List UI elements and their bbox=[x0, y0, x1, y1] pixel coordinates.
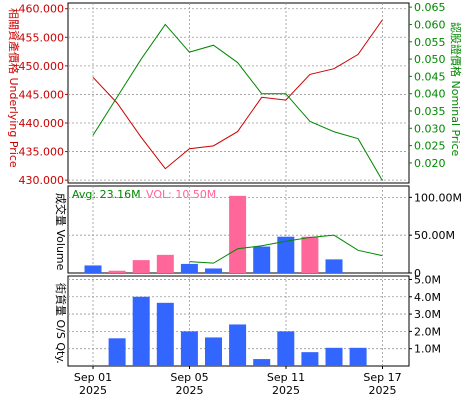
x-tick-year-label: 2025 bbox=[176, 384, 204, 397]
underlying-price-axis-label: 相關資產價格 Underlying Price bbox=[7, 8, 21, 168]
underlying-price-tick-label: 460.000 bbox=[19, 3, 65, 16]
nominal-price-tick-label: 0.065 bbox=[414, 1, 446, 14]
os-qty-tick-label: 2.0M bbox=[414, 325, 441, 338]
volume-bar bbox=[180, 263, 198, 273]
os-qty-tick-label: 4.0M bbox=[414, 291, 441, 304]
os-qty-axis-label: 街貨量 O/S Qty. bbox=[54, 283, 68, 364]
volume-tick-label: 50.00M bbox=[414, 229, 455, 242]
os-qty-bar bbox=[253, 359, 271, 366]
os-qty-bar bbox=[108, 338, 126, 366]
underlying-price-tick-label: 435.000 bbox=[19, 146, 65, 159]
volume-bar bbox=[277, 236, 295, 273]
volume-average-label: Avg: 23.16M bbox=[72, 188, 141, 201]
volume-bar bbox=[132, 260, 150, 273]
nominal-price-tick-label: 0.045 bbox=[414, 70, 446, 83]
nominal-price-axis-label: 認股證價格 Nominal Price bbox=[449, 22, 463, 157]
nominal-price-tick-label: 0.055 bbox=[414, 36, 446, 49]
underlying-price-tick-label: 450.000 bbox=[19, 60, 65, 73]
os-qty-bar bbox=[132, 296, 150, 366]
volume-bar bbox=[108, 270, 126, 273]
underlying-price-tick-label: 445.000 bbox=[19, 88, 65, 101]
volume-average-line bbox=[189, 234, 383, 264]
volume-tick-label: 0 bbox=[414, 267, 421, 280]
volume-bar bbox=[325, 259, 343, 273]
nominal-price-tick-label: 0.060 bbox=[414, 18, 446, 31]
underlying-price-tick-label: 455.000 bbox=[19, 31, 65, 44]
underlying-price-tick-label: 430.000 bbox=[19, 174, 65, 187]
os-qty-bar bbox=[156, 302, 174, 366]
volume-bar bbox=[156, 254, 174, 273]
volume-axis-label: 成交量 Volume bbox=[54, 193, 68, 271]
os-qty-bar bbox=[205, 337, 222, 366]
nominal-price-line bbox=[92, 23, 383, 181]
os-qty-bar bbox=[349, 347, 367, 366]
volume-bar bbox=[84, 265, 102, 273]
os-qty-bar bbox=[301, 352, 319, 366]
volume-bar bbox=[253, 246, 271, 273]
x-tick-year-label: 2025 bbox=[272, 384, 300, 397]
volume-tick-label: 100.00M bbox=[414, 191, 462, 204]
volume-bar bbox=[229, 195, 247, 273]
os-qty-bar bbox=[229, 324, 247, 366]
underlying-price-line bbox=[92, 19, 383, 170]
x-tick-day-label: Sep 17 bbox=[363, 371, 401, 384]
underlying-price-tick-label: 440.000 bbox=[19, 117, 65, 130]
os-qty-bar bbox=[325, 347, 343, 366]
nominal-price-tick-label: 0.025 bbox=[414, 140, 446, 153]
os-qty-bar bbox=[277, 331, 295, 366]
nominal-price-tick-label: 0.040 bbox=[414, 88, 446, 101]
panel-frame-1 bbox=[67, 2, 410, 184]
os-qty-tick-label: 1.0M bbox=[414, 343, 441, 356]
nominal-price-tick-label: 0.050 bbox=[414, 53, 446, 66]
nominal-price-tick-label: 0.030 bbox=[414, 122, 446, 135]
x-tick-year-label: 2025 bbox=[369, 384, 397, 397]
os-qty-tick-label: 3.0M bbox=[414, 308, 441, 321]
nominal-price-tick-label: 0.035 bbox=[414, 105, 446, 118]
x-tick-day-label: Sep 11 bbox=[267, 371, 305, 384]
x-tick-year-label: 2025 bbox=[79, 384, 107, 397]
volume-bar bbox=[205, 268, 222, 273]
os-qty-tick-label: 5.0M bbox=[414, 273, 441, 286]
volume-current-label: VOL: 10.50M bbox=[146, 188, 216, 201]
os-qty-bar bbox=[180, 331, 198, 366]
x-tick-day-label: Sep 01 bbox=[74, 371, 112, 384]
volume-bar bbox=[301, 236, 319, 273]
x-tick-day-label: Sep 05 bbox=[170, 371, 208, 384]
nominal-price-tick-label: 0.020 bbox=[414, 157, 446, 170]
